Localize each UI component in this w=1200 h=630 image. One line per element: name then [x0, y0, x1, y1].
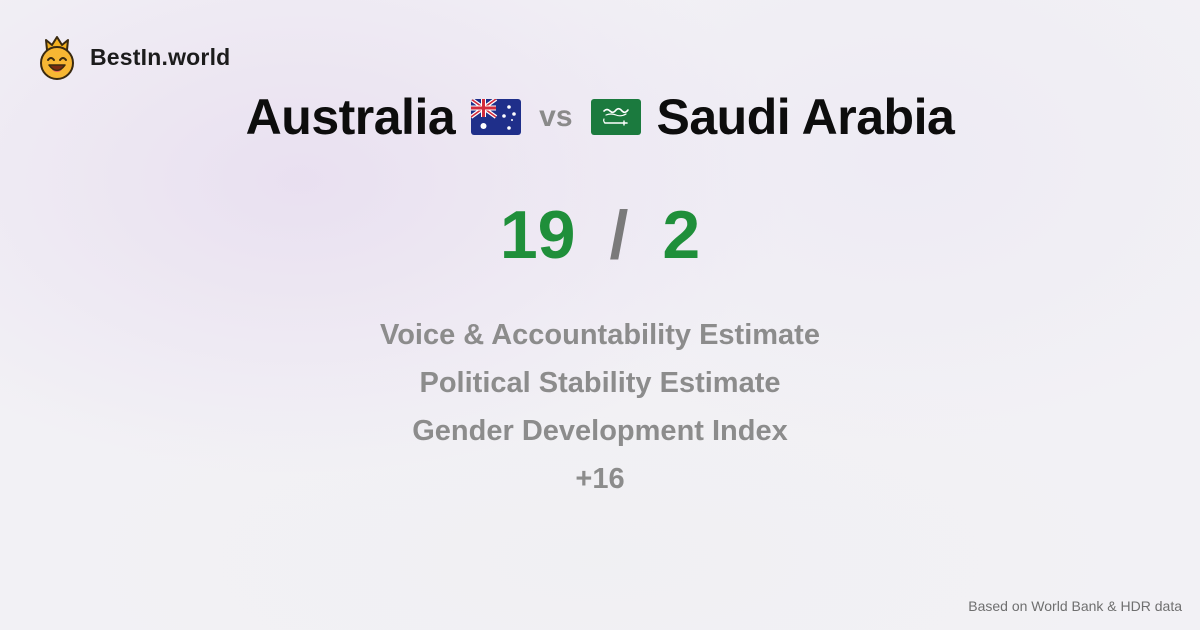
comparison-headline: Australia vs Saudi Arabia — [0, 84, 1200, 150]
saudi-arabia-flag-icon — [590, 99, 641, 135]
brand[interactable]: BestIn.world — [38, 34, 230, 80]
australia-flag-icon — [471, 99, 522, 135]
metric-list: Voice & Accountability Estimate Politica… — [0, 313, 1200, 505]
metric-item: Gender Development Index — [412, 415, 788, 447]
right-country-name: Saudi Arabia — [656, 89, 955, 145]
left-country-name: Australia — [245, 89, 456, 145]
metric-item: Political Stability Estimate — [419, 367, 781, 399]
score-separator: / — [609, 197, 629, 273]
right-score: 2 — [662, 197, 701, 273]
crown-smiley-icon — [40, 36, 74, 80]
metric-item: Voice & Accountability Estimate — [380, 319, 820, 351]
more-metrics-count: +16 — [575, 463, 625, 495]
score-comparison: 19 / 2 — [0, 190, 1200, 280]
vs-separator: vs — [539, 100, 573, 133]
left-score: 19 — [499, 197, 576, 273]
data-source-note: Based on World Bank & HDR data — [968, 598, 1182, 614]
brand-name: BestIn.world — [90, 43, 231, 70]
